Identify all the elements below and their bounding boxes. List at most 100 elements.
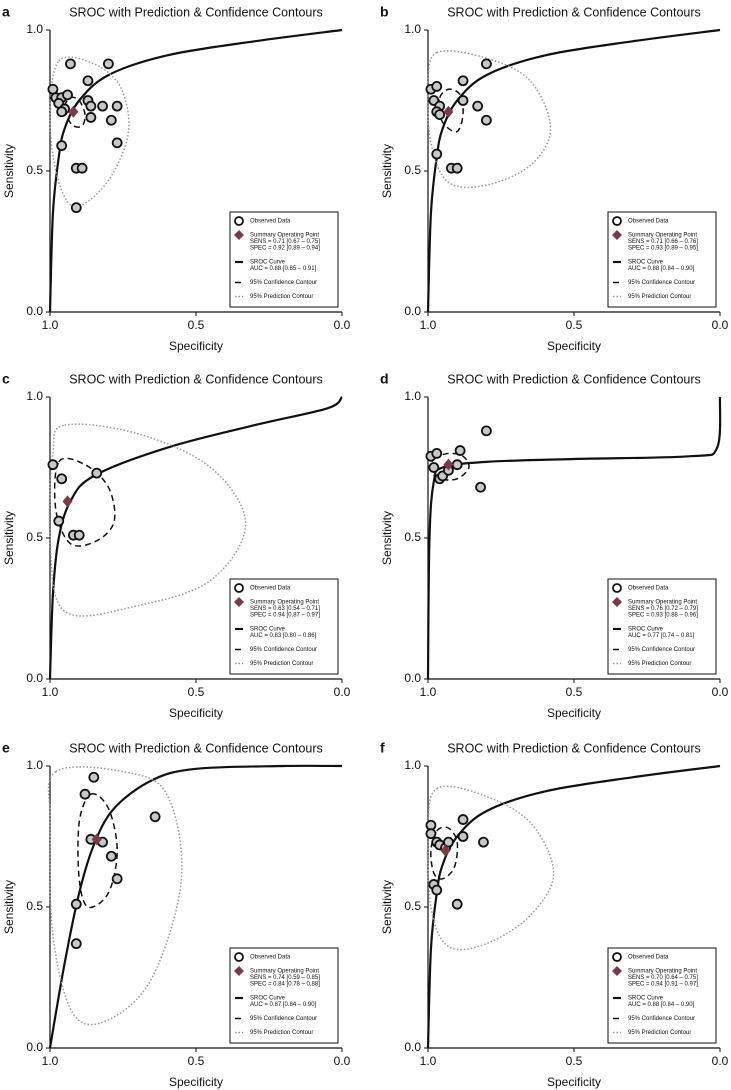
x-tick-label: 0.5 bbox=[188, 685, 205, 699]
legend-label: Observed Data bbox=[628, 955, 669, 961]
legend-label: Observed Data bbox=[250, 219, 291, 225]
legend-label: 95% Confidence Contour bbox=[250, 280, 317, 286]
observed-point bbox=[85, 112, 97, 123]
x-tick-label: 0.0 bbox=[712, 318, 729, 332]
legend-label: SROC Curve bbox=[250, 260, 286, 266]
legend-label: Summary Operating Point bbox=[628, 600, 697, 606]
panel: b SROC with Prediction & Confidence Conto… bbox=[380, 4, 729, 353]
x-tick-label: 0.5 bbox=[566, 685, 583, 699]
contour bbox=[426, 785, 555, 951]
contour bbox=[48, 423, 247, 617]
legend-detail: SPEC = 0.93 [0.89 – 0.95] bbox=[628, 246, 698, 252]
legend-label: Observed Data bbox=[628, 586, 669, 592]
panel-title: SROC with Prediction & Confidence Contou… bbox=[447, 372, 701, 386]
y-tick-label: 0.5 bbox=[404, 530, 421, 544]
observed-point bbox=[431, 81, 443, 92]
observed-point bbox=[425, 828, 437, 840]
contour bbox=[47, 766, 183, 1026]
observed-point bbox=[56, 106, 68, 118]
legend-label: 95% Confidence Contour bbox=[250, 647, 317, 653]
legend-detail: AUC = 0.88 [0.85 – 0.91] bbox=[250, 266, 317, 272]
panel-title: SROC with Prediction & Confidence Contou… bbox=[69, 5, 323, 19]
x-axis-label: Specificity bbox=[547, 339, 601, 353]
observed-point bbox=[79, 788, 91, 800]
y-tick-label: 0.5 bbox=[404, 163, 421, 177]
legend-detail: SENS = 0.76 [0.72 – 0.79] bbox=[628, 606, 698, 612]
legend-symbol bbox=[612, 966, 622, 976]
sroc-curve bbox=[426, 396, 722, 680]
observed-point bbox=[111, 100, 123, 112]
y-axis-label: Sensitivity bbox=[2, 511, 16, 565]
y-tick-label: 0.0 bbox=[26, 304, 43, 318]
legend-symbol bbox=[612, 952, 622, 962]
observed-point bbox=[70, 898, 82, 910]
legend-label: 95% Confidence Contour bbox=[628, 280, 695, 286]
legend-detail: AUC = 0.83 [0.80 – 0.86] bbox=[250, 633, 317, 639]
y-tick-label: 0.0 bbox=[26, 1040, 43, 1054]
y-axis-label: Sensitivity bbox=[2, 144, 16, 198]
panel-title: SROC with Prediction & Confidence Contou… bbox=[447, 5, 701, 19]
summary-point bbox=[68, 105, 79, 118]
observed-point bbox=[76, 162, 88, 174]
legend-detail: AUC = 0.88 [0.84 – 0.90] bbox=[628, 1002, 695, 1008]
legend-label: 95% Prediction Contour bbox=[628, 294, 691, 300]
y-tick-label: 1.0 bbox=[404, 758, 421, 772]
observed-point bbox=[62, 89, 73, 101]
observed-point bbox=[443, 836, 454, 848]
panel-label: a bbox=[2, 4, 10, 20]
x-tick-label: 0.5 bbox=[188, 1054, 205, 1068]
legend-symbol bbox=[234, 597, 244, 607]
legend-label: Summary Operating Point bbox=[250, 969, 319, 975]
observed-point bbox=[457, 95, 469, 106]
legend-label: 95% Confidence Contour bbox=[628, 1016, 695, 1022]
y-tick-label: 0.0 bbox=[404, 304, 421, 318]
x-tick-label: 0.0 bbox=[334, 1054, 351, 1068]
legend-symbol bbox=[612, 583, 622, 593]
contour bbox=[438, 88, 464, 133]
observed-point bbox=[480, 114, 492, 126]
observed-point bbox=[65, 58, 76, 70]
legend-symbol bbox=[234, 583, 244, 593]
observed-point bbox=[149, 811, 161, 823]
legend-label: SROC Curve bbox=[628, 627, 664, 633]
legend-label: 95% Prediction Contour bbox=[250, 294, 313, 300]
x-tick-label: 0.0 bbox=[712, 685, 729, 699]
legend-label: Observed Data bbox=[250, 955, 291, 961]
legend-label: SROC Curve bbox=[250, 627, 286, 633]
legend-detail: SENS = 0.74 [0.59 – 0.85] bbox=[250, 975, 320, 981]
legend: Observed Data Summary Operating PointSENS… bbox=[607, 947, 717, 1044]
observed-point bbox=[70, 938, 82, 950]
x-tick-label: 0.5 bbox=[566, 1054, 583, 1068]
legend-detail: SPEC = 0.84 [0.78 – 0.88] bbox=[250, 982, 320, 988]
legend: Observed Data Summary Operating PointSENS… bbox=[229, 947, 339, 1044]
observed-point bbox=[88, 771, 100, 783]
x-tick-label: 1.0 bbox=[42, 318, 59, 332]
legend-detail: SENS = 0.71 [0.67 – 0.75] bbox=[250, 239, 320, 245]
x-tick-label: 1.0 bbox=[42, 685, 59, 699]
legend-symbol bbox=[612, 216, 622, 226]
legend-label: Observed Data bbox=[628, 219, 669, 225]
contour bbox=[430, 826, 459, 880]
panel: c SROC with Prediction & Confidence Conto… bbox=[2, 371, 351, 720]
observed-point bbox=[431, 884, 443, 896]
summary-point bbox=[91, 833, 102, 846]
legend-label: Observed Data bbox=[250, 586, 291, 592]
legend-symbol bbox=[612, 597, 622, 607]
legend: Observed Data Summary Operating PointSENS… bbox=[607, 211, 717, 308]
y-tick-label: 1.0 bbox=[404, 22, 421, 36]
panel: e SROC with Prediction & Confidence Conto… bbox=[2, 740, 351, 1089]
legend-label: SROC Curve bbox=[250, 996, 286, 1002]
observed-point bbox=[431, 447, 443, 459]
observed-point bbox=[472, 100, 484, 112]
observed-point bbox=[428, 462, 440, 473]
observed-point bbox=[97, 100, 108, 112]
observed-point bbox=[82, 75, 94, 87]
y-axis-label: Sensitivity bbox=[380, 880, 394, 934]
y-axis-label: Sensitivity bbox=[2, 880, 16, 934]
legend-box bbox=[229, 947, 339, 1044]
panel-label: e bbox=[2, 740, 10, 756]
y-tick-label: 1.0 bbox=[26, 758, 43, 772]
legend-box bbox=[607, 211, 717, 308]
panel: d SROC with Prediction & Confidence Conto… bbox=[380, 371, 729, 720]
